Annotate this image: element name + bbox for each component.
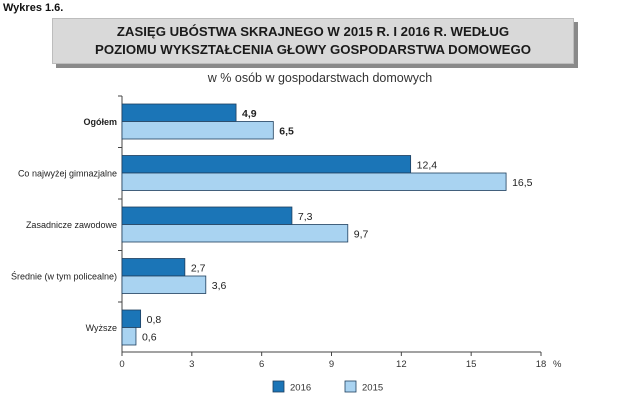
data-label-2016: 2,7 — [191, 262, 206, 274]
bar-2016 — [121, 155, 412, 174]
x-tick-label: 6 — [259, 359, 264, 370]
bar-2015 — [121, 327, 137, 346]
bar-2015 — [121, 121, 274, 140]
data-label-2015: 9,7 — [354, 228, 369, 240]
bar-2016 — [121, 103, 237, 122]
chart-title: ZASIĘG UBÓSTWA SKRAJNEGO W 2015 R. I 201… — [52, 18, 574, 64]
legend-swatch-2015 — [344, 380, 357, 393]
bar-2016 — [121, 206, 293, 225]
data-label-2016: 7,3 — [298, 211, 313, 223]
x-tick-label: 12 — [396, 359, 407, 370]
chart-title-line-2: POZIOMU WYKSZTAŁCENIA GŁOWY GOSPODARSTWA… — [95, 42, 531, 57]
figure-label: Wykres 1.6. — [3, 2, 64, 14]
legend-label-2016: 2016 — [290, 383, 311, 394]
legend-label-2015: 2015 — [362, 383, 383, 394]
data-label-2015: 16,5 — [512, 177, 533, 189]
category-label: Średnie (w tym policealne) — [11, 271, 117, 282]
x-tick-label: 18 — [536, 359, 547, 370]
bar-2016 — [121, 258, 186, 277]
data-label-2016: 12,4 — [417, 159, 438, 171]
data-label-2015: 6,5 — [279, 125, 294, 137]
category-label: Zasadnicze zawodowe — [26, 220, 117, 230]
x-axis-unit: % — [553, 359, 562, 370]
data-label-2015: 0,6 — [142, 331, 157, 343]
bar-2015 — [121, 224, 349, 243]
category-label: Co najwyżej gimnazjalne — [18, 169, 117, 179]
x-tick-label: 15 — [466, 359, 477, 370]
category-label: Wyższe — [86, 323, 117, 333]
data-label-2016: 4,9 — [242, 108, 257, 120]
x-tick-label: 3 — [189, 359, 194, 370]
bar-2015 — [121, 172, 507, 191]
x-tick-label: 0 — [119, 359, 124, 370]
chart-subtitle: w % osób w gospodarstwach domowych — [207, 71, 433, 85]
x-tick-label: 9 — [329, 359, 334, 370]
bar-2015 — [121, 275, 207, 294]
category-label: Ogółem — [83, 117, 117, 127]
data-label-2015: 3,6 — [212, 280, 227, 292]
legend-swatch-2016 — [272, 380, 285, 393]
bar-2016 — [121, 309, 142, 328]
chart-title-line-1: ZASIĘG UBÓSTWA SKRAJNEGO W 2015 R. I 201… — [116, 24, 510, 39]
data-label-2016: 0,8 — [147, 314, 162, 326]
